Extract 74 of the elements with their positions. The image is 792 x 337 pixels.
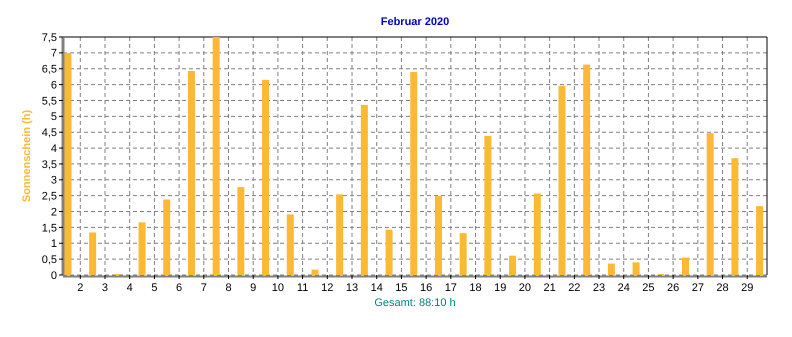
x-tick-label: 23 [592, 282, 606, 294]
x-tick-label: 21 [544, 282, 556, 294]
bar [632, 262, 640, 275]
x-tick-label: 8 [225, 282, 232, 294]
x-tick-label: 19 [494, 282, 506, 294]
bar [608, 264, 615, 275]
y-tick-label: 7,5 [42, 32, 57, 44]
bar [311, 270, 318, 275]
bar [386, 230, 393, 275]
x-tick-label: 7 [200, 282, 207, 294]
bar [138, 222, 146, 275]
x-tick-label: 13 [346, 282, 358, 294]
y-tick-label: 0 [50, 270, 57, 282]
y-tick-label: 1 [50, 238, 57, 250]
y-tick-label: 3,5 [42, 158, 57, 171]
y-tick-label: 4 [50, 142, 57, 155]
x-tick-label: 16 [420, 282, 432, 294]
bar [534, 193, 541, 275]
bar [360, 104, 368, 275]
x-tick-label: 14 [370, 282, 383, 294]
y-tick-label: 6 [50, 79, 57, 92]
bar [434, 196, 442, 275]
bar [262, 80, 270, 275]
bar [64, 52, 72, 275]
bar [583, 64, 590, 275]
x-axis-title: Gesamt: 88:10 h [374, 297, 456, 309]
y-tick-label: 6,5 [42, 64, 57, 76]
bar [336, 194, 344, 275]
y-tick-label: 3 [50, 174, 57, 187]
bar [484, 136, 492, 275]
x-tick-label: 22 [568, 282, 580, 294]
bar [212, 37, 220, 275]
bar [509, 256, 516, 275]
bar [237, 187, 244, 275]
y-tick-label: 7 [50, 48, 57, 60]
y-tick-label: 1,5 [42, 222, 57, 234]
chart-title: Februar 2020 [380, 16, 450, 28]
x-tick-label: 12 [321, 282, 334, 294]
y-tick-label: 2 [50, 206, 57, 218]
bar [163, 199, 170, 275]
y-tick-label: 4,5 [42, 127, 57, 140]
x-tick-label: 20 [518, 282, 532, 294]
x-tick-label: 29 [741, 282, 754, 294]
x-tick-label: 10 [272, 282, 284, 294]
bar [706, 133, 714, 275]
x-tick-label: 11 [296, 282, 308, 294]
x-tick-label: 18 [469, 282, 482, 294]
x-tick-label: 2 [77, 282, 84, 294]
y-axis-title: Sonnenschein (h) [21, 110, 33, 202]
bar [558, 86, 566, 275]
x-tick-label: 27 [692, 282, 704, 294]
y-tick-label: 2,5 [42, 190, 57, 203]
x-tick-label: 3 [102, 282, 108, 294]
x-tick-label: 9 [250, 282, 256, 294]
x-tick-label: 25 [642, 282, 655, 294]
bar [460, 233, 467, 275]
bar [188, 70, 195, 275]
bar [731, 158, 738, 275]
x-tick-label: 5 [151, 282, 158, 294]
x-tick-label: 24 [618, 282, 630, 294]
bar [89, 232, 96, 275]
bar [410, 72, 418, 275]
x-tick-label: 28 [716, 282, 729, 294]
x-tick-label: 4 [126, 282, 133, 294]
y-tick-label: 5,5 [42, 95, 57, 108]
x-tick-label: 26 [667, 282, 680, 294]
bar [286, 214, 294, 275]
bar [756, 206, 764, 275]
x-tick-label: 17 [444, 282, 457, 294]
bar [682, 258, 689, 275]
y-tick-label: 0,5 [42, 254, 57, 266]
x-tick-label: 6 [176, 282, 182, 294]
x-tick-label: 15 [395, 282, 408, 294]
y-tick-label: 5 [50, 111, 57, 124]
